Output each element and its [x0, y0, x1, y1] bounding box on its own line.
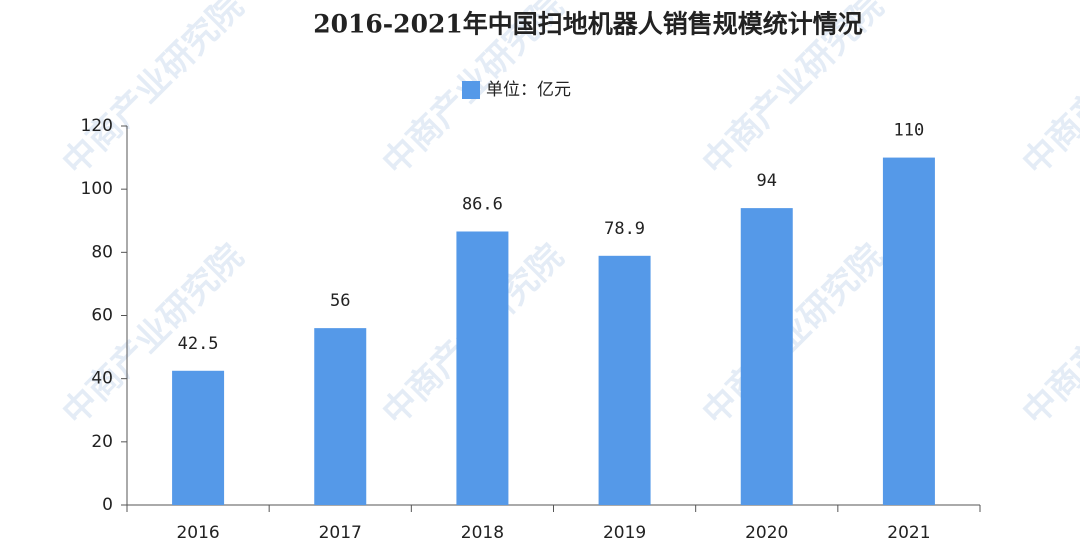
bar [740, 208, 793, 505]
watermark: 中商产业研究院 [1015, 0, 1080, 183]
watermark: 中商产业研究院 [1015, 237, 1080, 434]
y-tick-label: 120 [81, 116, 113, 136]
legend-label: 单位：亿元 [486, 80, 571, 100]
bar [314, 328, 367, 505]
data-label: 94 [757, 171, 777, 191]
data-label: 78.9 [604, 219, 645, 239]
bar [882, 157, 935, 506]
bar [598, 255, 651, 505]
watermark: 中商产业研究院 [55, 0, 252, 183]
watermark: 中商产业研究院 [695, 237, 892, 434]
data-label: 56 [330, 291, 350, 311]
y-tick-label: 60 [91, 306, 113, 326]
bar [172, 370, 225, 505]
x-tick-label: 2016 [176, 523, 219, 543]
y-tick-label: 100 [81, 179, 113, 199]
y-tick-label: 20 [91, 432, 113, 452]
bar [456, 231, 509, 505]
x-tick-label: 2018 [461, 523, 504, 543]
y-tick-label: 80 [91, 242, 113, 262]
chart-title: 2016-2021年中国扫地机器人销售规模统计情况 [313, 10, 863, 39]
y-tick-label: 40 [91, 369, 113, 389]
x-tick-label: 2021 [887, 523, 930, 543]
y-tick-label: 0 [102, 495, 113, 515]
data-label: 42.5 [178, 334, 219, 354]
data-label: 110 [894, 121, 925, 141]
x-tick-label: 2020 [745, 523, 788, 543]
data-label: 86.6 [462, 194, 503, 214]
x-tick-label: 2017 [319, 523, 362, 543]
x-tick-label: 2019 [603, 523, 646, 543]
legend-swatch [462, 81, 480, 99]
